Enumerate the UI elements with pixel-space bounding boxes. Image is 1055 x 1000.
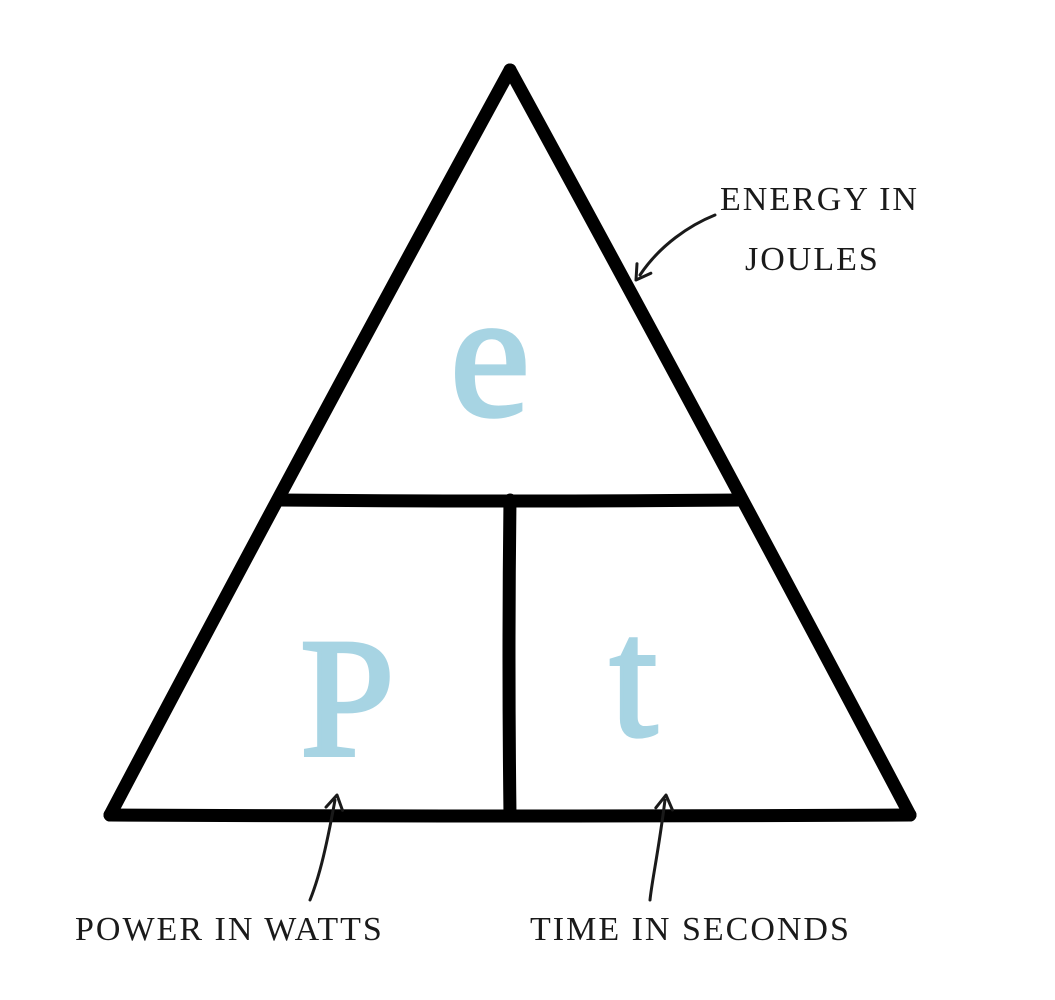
label-time: TIME IN SECONDS: [530, 911, 851, 948]
label-energy-line1: ENERGY IN: [720, 181, 919, 218]
variable-e: e: [450, 255, 530, 454]
label-power: POWER IN WATTS: [75, 911, 384, 948]
formula-triangle-diagram: e P t ENERGY IN JOULES POWER IN WATTS TI…: [0, 0, 1055, 1000]
variable-p: P: [300, 604, 395, 792]
variable-t: t: [610, 584, 657, 772]
arrow-energy: [636, 215, 715, 280]
triangle-svg: e P t ENERGY IN JOULES POWER IN WATTS TI…: [0, 0, 1055, 1000]
label-energy-line2: JOULES: [745, 241, 880, 278]
